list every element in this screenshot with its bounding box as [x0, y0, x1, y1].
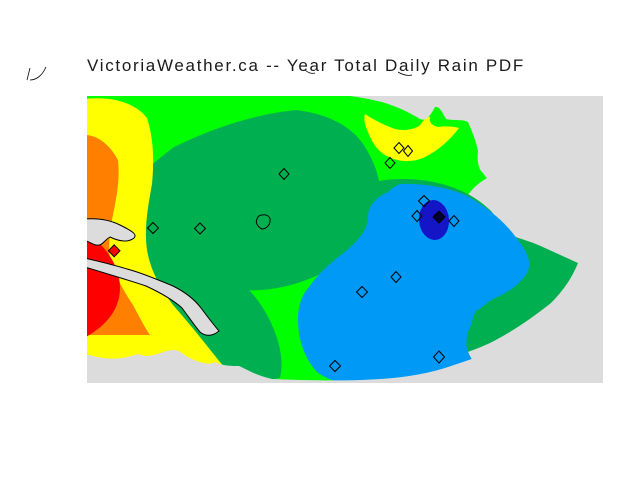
svg-text:VictoriaWeather.ca -- Year T: VictoriaWeather.ca -- Year Total Daily R… — [87, 56, 525, 75]
